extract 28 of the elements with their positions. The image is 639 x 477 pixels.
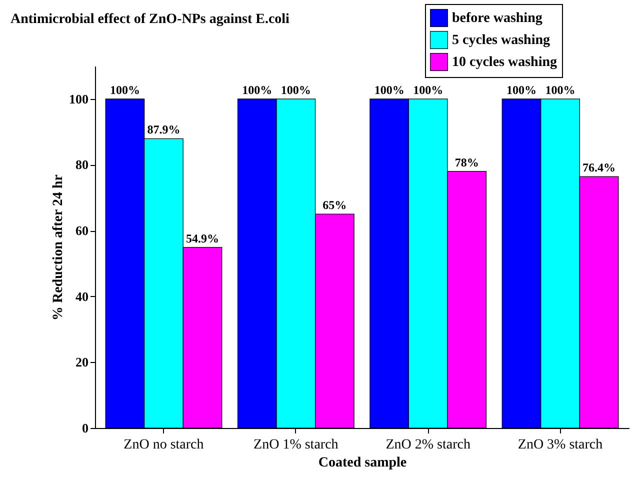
data-label: 100% bbox=[506, 82, 536, 97]
data-label: 54.9% bbox=[186, 231, 220, 246]
y-tick-label: 20 bbox=[76, 354, 88, 370]
legend-label: before washing bbox=[452, 11, 542, 26]
x-tick-label: ZnO 1% starch bbox=[254, 438, 338, 452]
data-label: 87.9% bbox=[147, 122, 180, 137]
data-label: 100% bbox=[413, 82, 444, 97]
legend-label: 10 cycles washing bbox=[452, 55, 557, 70]
x-tick-label: ZnO no starch bbox=[124, 438, 204, 452]
chart-title: Antimicrobial effect of ZnO-NPs against E.coli bbox=[10, 12, 290, 27]
x-axis-title: Coated sample bbox=[318, 456, 407, 470]
x-tick-label: ZnO 3% starch bbox=[518, 438, 603, 452]
data-label: 76.4% bbox=[582, 160, 616, 175]
y-tick-label: 0 bbox=[82, 420, 88, 436]
data-label: 100% bbox=[545, 82, 576, 97]
data-label: 100% bbox=[280, 82, 311, 97]
data-label: 100% bbox=[242, 82, 272, 97]
data-label: 78% bbox=[454, 155, 479, 170]
data-label: 65% bbox=[322, 198, 347, 212]
y-tick-label: 40 bbox=[76, 288, 88, 304]
y-axis-title: % Reduction after 24 hr bbox=[51, 174, 66, 320]
y-tick-label: 60 bbox=[76, 223, 88, 238]
data-label: 100% bbox=[374, 82, 404, 97]
x-tick-label: ZnO 2% starch bbox=[386, 438, 470, 452]
legend-label: 5 cycles washing bbox=[452, 33, 550, 48]
data-label: 100% bbox=[110, 82, 140, 97]
y-tick-label: 100 bbox=[69, 91, 88, 106]
y-tick-label: 80 bbox=[76, 157, 88, 172]
